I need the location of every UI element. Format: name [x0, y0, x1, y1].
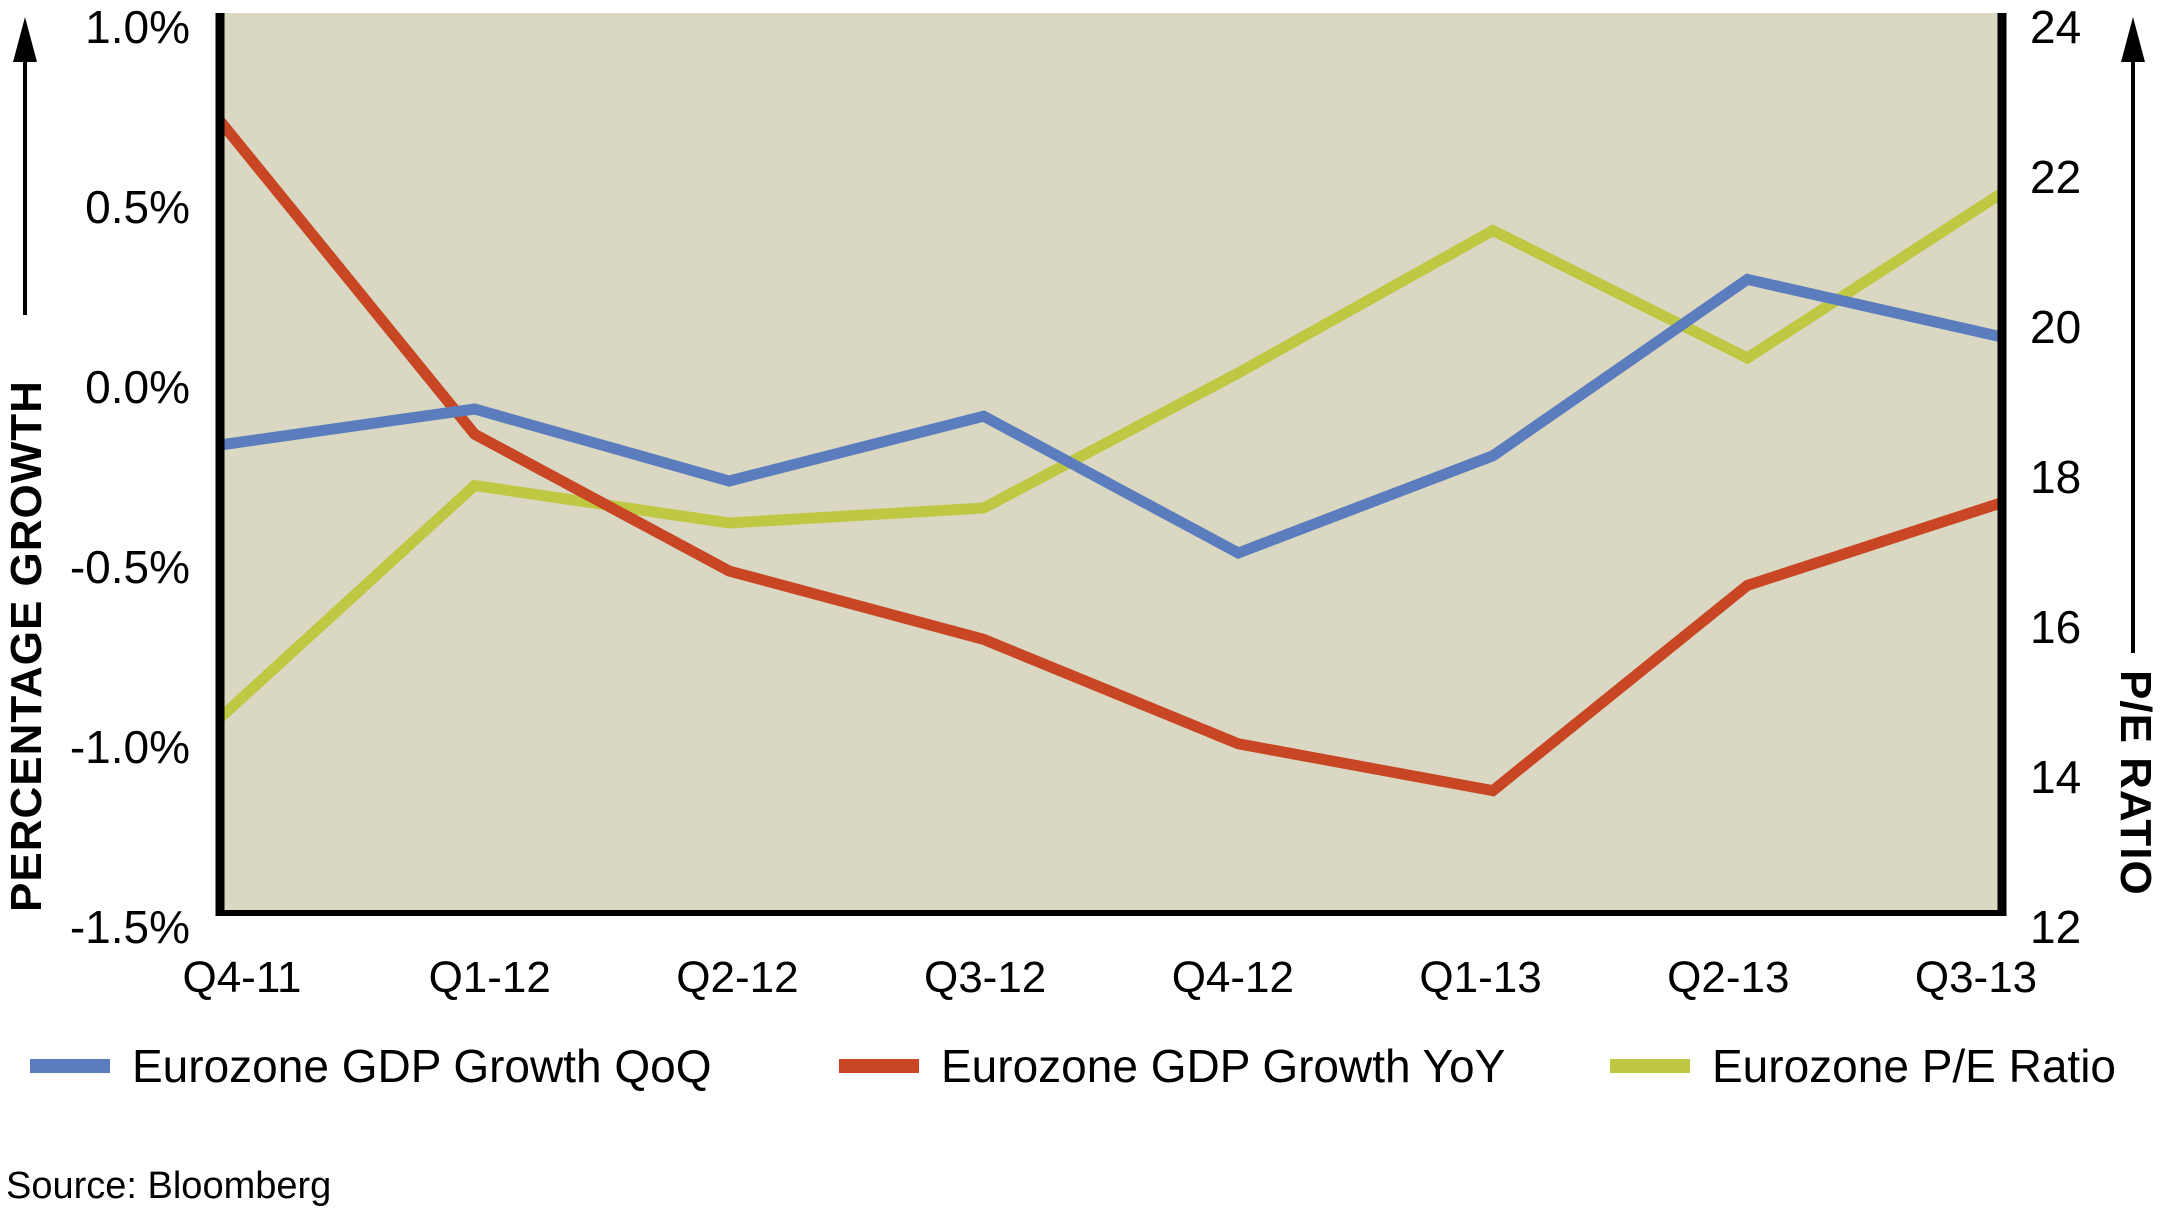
- legend-swatch-pe: [1610, 1059, 1690, 1073]
- y-tick-label: -0.5%: [70, 541, 190, 593]
- legend-swatch-yoy: [839, 1059, 919, 1073]
- y-tick-label: -1.0%: [70, 721, 190, 773]
- x-tick-label: Q3-12: [924, 953, 1046, 1002]
- plot-background: [220, 13, 2002, 913]
- left-axis-title-group: PERCENTAGE GROWTH: [2, 17, 51, 912]
- y-tick-label: 0.0%: [85, 361, 190, 413]
- y2-tick-label: 22: [2030, 151, 2081, 203]
- series-line-1: [215, 117, 2004, 797]
- legend: Eurozone GDP Growth QoQ Eurozone GDP Gro…: [0, 1036, 2161, 1096]
- left-axis-ticks: 1.0% 0.5% 0.0% -0.5% -1.0% -1.5%: [70, 1, 190, 953]
- source-note: Source: Bloomberg: [6, 1165, 332, 1207]
- y2-tick-label: 18: [2030, 451, 2081, 503]
- x-tick-label: Q1-12: [429, 953, 551, 1002]
- y2-tick-label: 12: [2030, 901, 2081, 953]
- right-axis-title: P/E RATIO: [2111, 670, 2160, 896]
- legend-label: Eurozone P/E Ratio: [1712, 1040, 2117, 1092]
- up-arrow-icon: [2121, 17, 2145, 62]
- legend-item-pe: Eurozone P/E Ratio: [1610, 1036, 2116, 1096]
- y2-tick-label: 24: [2030, 1, 2081, 53]
- left-axis-title: PERCENTAGE GROWTH: [2, 380, 51, 912]
- y-tick-label: 0.5%: [85, 181, 190, 233]
- x-tick-label: Q2-13: [1667, 953, 1789, 1002]
- y2-tick-label: 16: [2030, 601, 2081, 653]
- legend-swatch-qoq: [30, 1059, 110, 1073]
- x-tick-label: Q1-13: [1419, 953, 1541, 1002]
- x-axis-ticks: Q4-11 Q1-12 Q2-12 Q3-12 Q4-12 Q1-13 Q2-13 Q3-13: [182, 953, 2037, 1002]
- y2-tick-label: 14: [2030, 751, 2081, 803]
- legend-item-yoy: Eurozone GDP Growth YoY: [839, 1036, 1505, 1096]
- series-line-0: [219, 273, 2004, 560]
- y-tick-label: -1.5%: [70, 901, 190, 953]
- y2-tick-label: 20: [2030, 301, 2081, 353]
- chart: 1.0% 0.5% 0.0% -0.5% -1.0% -1.5% 24 22 20 18 16 14…: [2, 1, 2160, 1002]
- x-tick-label: Q3-13: [1915, 953, 2037, 1002]
- x-tick-label: Q4-11: [182, 953, 301, 1002]
- series-line-2: [216, 188, 2005, 723]
- legend-label: Eurozone GDP Growth QoQ: [132, 1040, 712, 1092]
- legend-item-qoq: Eurozone GDP Growth QoQ: [30, 1036, 712, 1096]
- y-tick-label: 1.0%: [85, 1, 190, 53]
- right-axis-title-group: P/E RATIO: [2111, 17, 2160, 896]
- right-axis-ticks: 24 22 20 18 16 14 12: [2030, 1, 2081, 953]
- up-arrow-icon: [13, 17, 37, 62]
- x-tick-label: Q2-12: [676, 953, 798, 1002]
- x-tick-label: Q4-12: [1172, 953, 1294, 1002]
- legend-label: Eurozone GDP Growth YoY: [941, 1040, 1506, 1092]
- series-layer: [215, 117, 2005, 797]
